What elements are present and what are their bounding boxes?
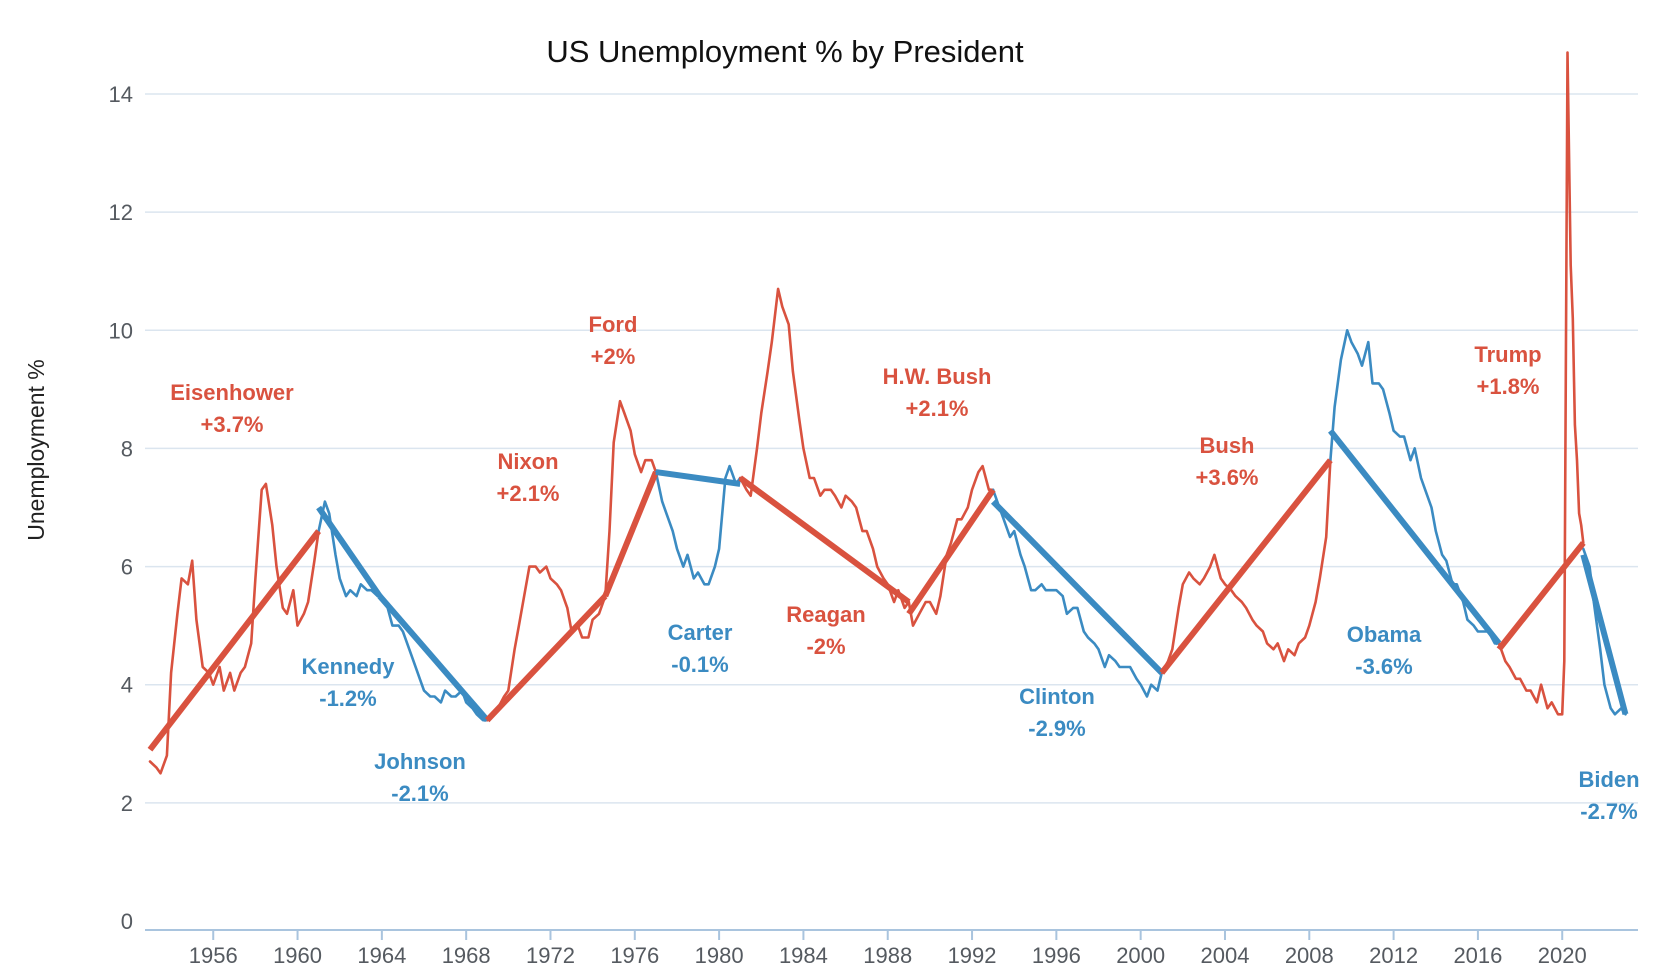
gridlines: [145, 93, 1638, 804]
unemployment-change: -3.6%: [1355, 654, 1412, 679]
trend-line-clinton: [990, 499, 1164, 676]
trend-line-eisenhower: [147, 529, 321, 752]
x-tick-label: 1996: [1032, 943, 1081, 968]
x-tick-label: 2000: [1116, 943, 1165, 968]
president-name: Ford: [589, 312, 638, 337]
y-tick-label: 0: [121, 909, 133, 934]
unemployment-change: +3.6%: [1196, 465, 1259, 490]
president-name: Nixon: [497, 449, 558, 474]
unemployment-change: -1.2%: [319, 686, 376, 711]
x-tick-label: 2012: [1369, 943, 1418, 968]
unemployment-change: +1.8%: [1477, 374, 1540, 399]
president-label-ford: Ford +2%: [589, 312, 638, 369]
x-tick-label: 1976: [610, 943, 659, 968]
series-line-reagan: [738, 287, 911, 610]
president-label-clinton: Clinton -2.9%: [1019, 684, 1095, 741]
x-tick-label: 2020: [1538, 943, 1587, 968]
trend-line-trump: [1496, 541, 1586, 652]
trend-line-johnson: [377, 594, 490, 723]
president-label-nixon: Nixon +2.1%: [497, 449, 560, 506]
series-line-h-w-bush: [907, 464, 995, 627]
president-name: Biden: [1578, 767, 1639, 792]
x-tick-label: 1980: [695, 943, 744, 968]
trend-line-biden: [1580, 553, 1629, 716]
president-name: Reagan: [786, 602, 865, 627]
unemployment-change: -2%: [806, 634, 845, 659]
president-label-trump: Trump +1.8%: [1474, 342, 1541, 399]
president-name: Bush: [1200, 433, 1255, 458]
x-tick-label: 2008: [1285, 943, 1334, 968]
y-axis-ticks: 0 2 4 6 8 10 12 14: [109, 82, 133, 934]
unemployment-change: +2.1%: [906, 396, 969, 421]
trend-line-nixon: [485, 594, 608, 723]
series-line-bush: [1160, 458, 1332, 675]
x-tick-label: 1960: [273, 943, 322, 968]
x-tick-label: 1988: [863, 943, 912, 968]
president-name: H.W. Bush: [883, 364, 992, 389]
y-tick-label: 14: [109, 82, 133, 107]
trend-line-obama: [1328, 428, 1502, 646]
president-label-reagan: Reagan -2%: [786, 602, 865, 659]
president-name: Clinton: [1019, 684, 1095, 709]
president-label-kennedy: Kennedy -1.2%: [302, 654, 396, 711]
chart-title: US Unemployment % by President: [546, 34, 1024, 69]
unemployment-change: -2.1%: [391, 781, 448, 806]
series-line-ford: [603, 399, 658, 598]
trend-line-h-w-bush: [906, 488, 996, 616]
y-tick-label: 10: [109, 318, 133, 343]
unemployment-change: +2%: [591, 344, 636, 369]
x-tick-label: 1984: [779, 943, 828, 968]
president-labels: Eisenhower +3.7% Kennedy -1.2% Johnson -2.1% N…: [170, 312, 1639, 824]
president-label-biden: Biden -2.7%: [1578, 767, 1639, 824]
y-tick-label: 6: [121, 555, 133, 580]
president-label-obama: Obama -3.6%: [1347, 622, 1422, 679]
president-label-johnson: Johnson -2.1%: [374, 749, 466, 806]
unemployment-change: +2.1%: [497, 481, 560, 506]
series-line-nixon: [485, 565, 607, 722]
series-line-obama: [1329, 328, 1501, 645]
series-line-kennedy: [317, 500, 382, 598]
president-name: Kennedy: [302, 654, 396, 679]
trend-line-reagan: [738, 475, 911, 605]
x-tick-label: 1956: [189, 943, 238, 968]
president-label-h-w-bush: H.W. Bush +2.1%: [883, 364, 992, 421]
president-label-carter: Carter -0.1%: [668, 620, 733, 677]
series-line-johnson: [378, 594, 489, 722]
trend-line-ford: [602, 470, 659, 598]
series-line-eisenhower: [148, 482, 320, 775]
y-tick-label: 2: [121, 791, 133, 816]
president-name: Johnson: [374, 749, 466, 774]
president-name: Eisenhower: [170, 380, 294, 405]
series-line-trump: [1497, 51, 1585, 716]
trend-line-bush: [1159, 458, 1333, 675]
president-name: Carter: [668, 620, 733, 645]
x-tick-label: 1972: [526, 943, 575, 968]
president-name: Obama: [1347, 622, 1422, 647]
x-tick-label: 1992: [948, 943, 997, 968]
unemployment-change: -2.9%: [1028, 716, 1085, 741]
x-tick-label: 2016: [1453, 943, 1502, 968]
unemployment-series: [148, 51, 1627, 775]
trend-line-kennedy: [316, 505, 383, 598]
unemployment-change: +3.7%: [201, 412, 264, 437]
x-axis-ticks: 1956 1960 1964 1968 1972 1976 1980 1984 1988 1992…: [189, 930, 1587, 968]
y-tick-label: 8: [121, 436, 133, 461]
trend-lines: [147, 428, 1629, 752]
x-tick-label: 2004: [1201, 943, 1250, 968]
president-label-bush: Bush +3.6%: [1196, 433, 1259, 490]
trend-line-carter: [655, 469, 741, 487]
y-tick-label: 12: [109, 200, 133, 225]
y-axis-label: Unemployment %: [23, 359, 49, 541]
unemployment-change: -0.1%: [671, 652, 728, 677]
president-name: Trump: [1474, 342, 1541, 367]
president-label-eisenhower: Eisenhower +3.7%: [170, 380, 294, 437]
x-tick-label: 1964: [357, 943, 406, 968]
x-tick-label: 1968: [442, 943, 491, 968]
unemployment-change: -2.7%: [1580, 799, 1637, 824]
series-line-clinton: [991, 488, 1163, 698]
y-tick-label: 4: [121, 673, 133, 698]
series-line-carter: [654, 464, 742, 586]
